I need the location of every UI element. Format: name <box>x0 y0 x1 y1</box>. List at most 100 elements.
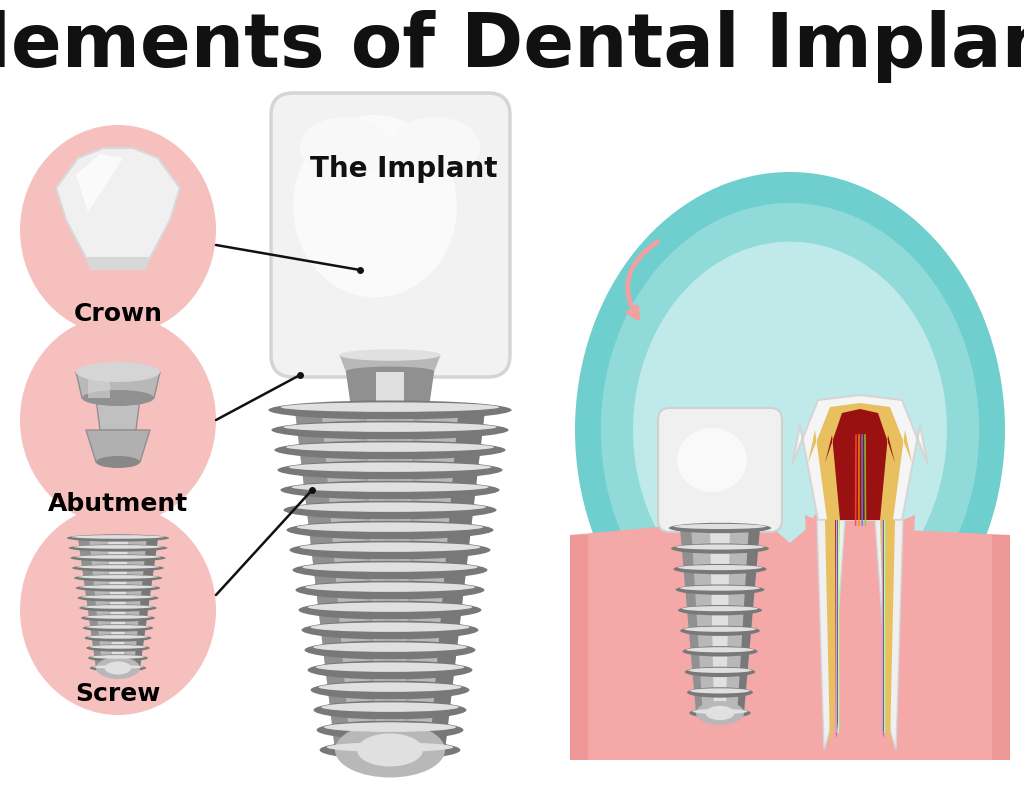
Ellipse shape <box>75 555 161 559</box>
Ellipse shape <box>304 641 475 660</box>
Ellipse shape <box>89 645 146 649</box>
Ellipse shape <box>296 580 484 600</box>
Ellipse shape <box>307 603 472 612</box>
Ellipse shape <box>687 688 753 698</box>
Ellipse shape <box>79 604 157 611</box>
Polygon shape <box>78 538 158 668</box>
Ellipse shape <box>601 203 979 657</box>
Ellipse shape <box>86 625 150 629</box>
Ellipse shape <box>76 584 161 592</box>
Ellipse shape <box>20 505 216 715</box>
Ellipse shape <box>680 585 760 591</box>
Polygon shape <box>56 148 180 258</box>
Ellipse shape <box>85 615 152 619</box>
Ellipse shape <box>290 541 490 560</box>
Ellipse shape <box>678 605 762 615</box>
Ellipse shape <box>76 362 160 382</box>
Ellipse shape <box>287 520 494 539</box>
Ellipse shape <box>680 626 760 636</box>
Ellipse shape <box>78 575 158 579</box>
Polygon shape <box>78 538 102 668</box>
Polygon shape <box>570 535 588 760</box>
Ellipse shape <box>310 623 470 632</box>
Ellipse shape <box>677 428 746 492</box>
Ellipse shape <box>669 523 771 533</box>
Polygon shape <box>792 395 928 520</box>
Ellipse shape <box>674 524 766 529</box>
Ellipse shape <box>327 742 454 752</box>
Polygon shape <box>339 355 440 371</box>
Ellipse shape <box>88 635 148 638</box>
Ellipse shape <box>575 172 1005 688</box>
Ellipse shape <box>339 349 440 361</box>
Ellipse shape <box>346 366 434 377</box>
Ellipse shape <box>315 662 464 672</box>
Ellipse shape <box>90 665 146 672</box>
Ellipse shape <box>689 708 751 718</box>
Ellipse shape <box>281 402 500 412</box>
Ellipse shape <box>318 683 462 692</box>
Ellipse shape <box>302 562 478 572</box>
Polygon shape <box>680 528 760 713</box>
Ellipse shape <box>684 626 756 632</box>
Polygon shape <box>295 410 485 750</box>
Ellipse shape <box>357 734 423 767</box>
Ellipse shape <box>74 574 162 581</box>
Ellipse shape <box>313 700 466 719</box>
Ellipse shape <box>82 595 155 599</box>
Polygon shape <box>367 410 414 750</box>
Ellipse shape <box>88 654 147 661</box>
Polygon shape <box>710 528 730 713</box>
Ellipse shape <box>685 667 756 677</box>
Polygon shape <box>880 520 895 745</box>
Ellipse shape <box>67 534 169 542</box>
Ellipse shape <box>268 400 512 419</box>
Ellipse shape <box>305 582 475 592</box>
Polygon shape <box>430 410 485 750</box>
Polygon shape <box>96 398 140 430</box>
Ellipse shape <box>674 564 767 574</box>
Polygon shape <box>570 555 1010 760</box>
Ellipse shape <box>706 706 734 720</box>
Ellipse shape <box>281 481 500 500</box>
Ellipse shape <box>284 500 497 519</box>
Ellipse shape <box>293 561 487 580</box>
Ellipse shape <box>96 657 140 679</box>
Ellipse shape <box>293 115 457 297</box>
Ellipse shape <box>286 442 494 452</box>
Ellipse shape <box>83 624 154 632</box>
Ellipse shape <box>104 661 131 675</box>
Ellipse shape <box>294 503 485 512</box>
FancyBboxPatch shape <box>271 93 510 377</box>
Ellipse shape <box>278 461 503 480</box>
Ellipse shape <box>310 680 469 699</box>
Ellipse shape <box>80 585 156 588</box>
Ellipse shape <box>96 456 140 468</box>
Ellipse shape <box>81 615 155 622</box>
Ellipse shape <box>335 722 445 777</box>
Polygon shape <box>88 372 110 398</box>
Ellipse shape <box>307 661 472 680</box>
Ellipse shape <box>301 620 478 639</box>
Ellipse shape <box>92 665 143 668</box>
Ellipse shape <box>271 420 509 439</box>
Ellipse shape <box>676 584 764 595</box>
Ellipse shape <box>690 688 750 694</box>
Text: The Implant: The Implant <box>310 155 498 183</box>
Ellipse shape <box>274 440 506 459</box>
Ellipse shape <box>69 544 168 552</box>
Polygon shape <box>376 371 403 410</box>
Ellipse shape <box>324 722 456 732</box>
Ellipse shape <box>82 390 154 406</box>
Polygon shape <box>817 520 845 750</box>
Ellipse shape <box>633 242 947 619</box>
Polygon shape <box>680 528 702 713</box>
Ellipse shape <box>78 595 159 602</box>
Polygon shape <box>825 409 895 520</box>
Polygon shape <box>882 520 885 738</box>
Polygon shape <box>86 258 150 270</box>
Polygon shape <box>874 520 903 750</box>
Polygon shape <box>570 487 1010 760</box>
Ellipse shape <box>20 315 216 525</box>
Polygon shape <box>992 535 1010 760</box>
